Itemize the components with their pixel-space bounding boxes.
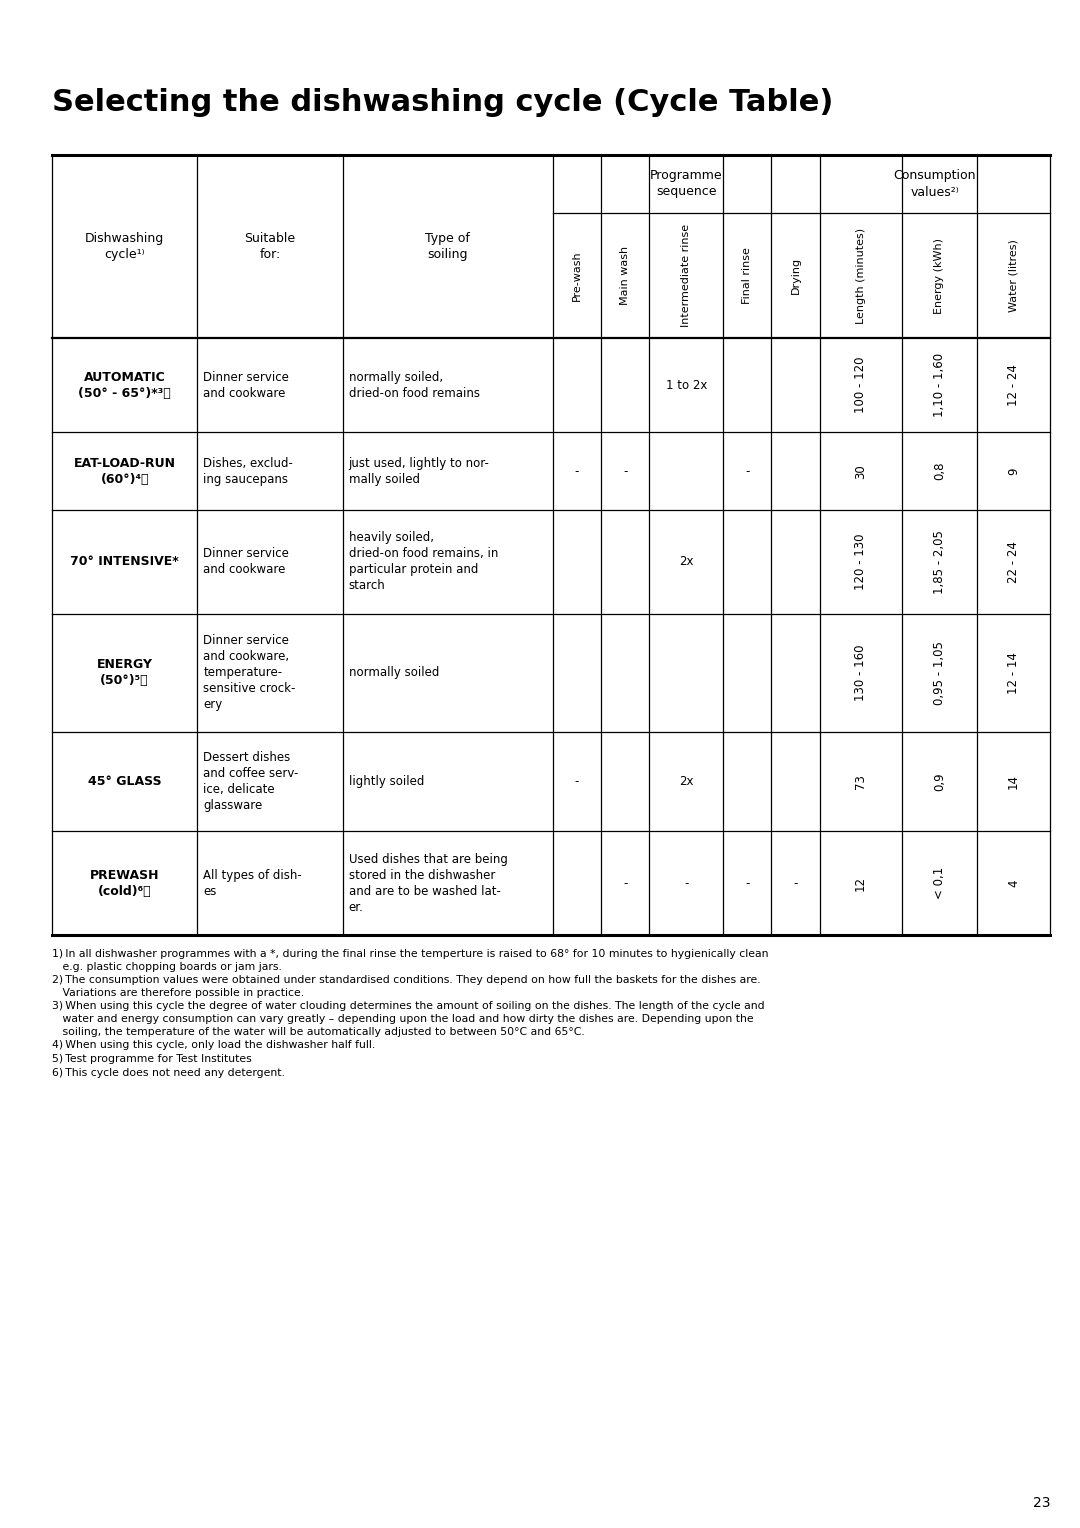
Text: 2x: 2x [679, 555, 693, 568]
Text: 23: 23 [1032, 1496, 1050, 1510]
Text: Dishes, exclud-
ing saucepans: Dishes, exclud- ing saucepans [203, 457, 293, 486]
Text: 2) The consumption values were obtained under standardised conditions. They depe: 2) The consumption values were obtained … [52, 975, 760, 998]
Text: -: - [623, 465, 627, 478]
Text: All types of dish-
es: All types of dish- es [203, 868, 302, 897]
Text: 12 - 14: 12 - 14 [1007, 652, 1020, 694]
Text: Intermediate rinse: Intermediate rinse [681, 225, 691, 327]
Text: 0,8: 0,8 [933, 461, 946, 480]
Text: 1 to 2x: 1 to 2x [665, 379, 707, 391]
Text: 22 - 24: 22 - 24 [1007, 541, 1020, 582]
Text: Programme
sequence: Programme sequence [650, 170, 723, 199]
Text: 0,95 - 1,05: 0,95 - 1,05 [933, 640, 946, 704]
Text: heavily soiled,
dried-on food remains, in
particular protein and
starch: heavily soiled, dried-on food remains, i… [349, 532, 498, 593]
Text: -: - [794, 877, 798, 889]
Text: 45° GLASS: 45° GLASS [87, 775, 161, 788]
Text: 3) When using this cycle the degree of water clouding determines the amount of s: 3) When using this cycle the degree of w… [52, 1001, 765, 1038]
Text: Suitable
for:: Suitable for: [244, 232, 296, 261]
Text: Selecting the dishwashing cycle (Cycle Table): Selecting the dishwashing cycle (Cycle T… [52, 89, 834, 118]
Text: 100 - 120: 100 - 120 [854, 358, 867, 414]
Text: 120 - 130: 120 - 130 [854, 533, 867, 590]
Text: normally soiled,
dried-on food remains: normally soiled, dried-on food remains [349, 371, 480, 400]
Text: AUTOMATIC
(50° - 65°)*³⧠: AUTOMATIC (50° - 65°)*³⧠ [78, 371, 171, 400]
Text: Dessert dishes
and coffee serv-
ice, delicate
glassware: Dessert dishes and coffee serv- ice, del… [203, 750, 299, 811]
Text: Length (minutes): Length (minutes) [855, 228, 866, 324]
Text: normally soiled: normally soiled [349, 666, 438, 680]
Text: -: - [623, 877, 627, 889]
Text: Final rinse: Final rinse [742, 248, 753, 304]
Text: 12: 12 [854, 876, 867, 891]
Text: lightly soiled: lightly soiled [349, 775, 424, 788]
Text: 9: 9 [1007, 468, 1020, 475]
Text: 4: 4 [1007, 879, 1020, 886]
Text: 130 - 160: 130 - 160 [854, 645, 867, 701]
Text: -: - [684, 877, 688, 889]
Text: Energy (kWh): Energy (kWh) [934, 237, 944, 313]
Text: Drying: Drying [791, 257, 800, 293]
Text: 4) When using this cycle, only load the dishwasher half full.: 4) When using this cycle, only load the … [52, 1039, 375, 1050]
Text: 14: 14 [1007, 775, 1020, 788]
Text: 1) In all dishwasher programmes with a *, during the final rinse the temperture : 1) In all dishwasher programmes with a *… [52, 949, 769, 972]
Text: -: - [745, 877, 750, 889]
Text: 1,85 - 2,05: 1,85 - 2,05 [933, 530, 946, 594]
Text: 30: 30 [854, 465, 867, 478]
Text: -: - [575, 775, 579, 788]
Text: 2x: 2x [679, 775, 693, 788]
Text: 0,9: 0,9 [933, 772, 946, 792]
Text: Water (litres): Water (litres) [1009, 238, 1018, 312]
Text: 6) This cycle does not need any detergent.: 6) This cycle does not need any detergen… [52, 1068, 285, 1077]
Text: Main wash: Main wash [620, 246, 630, 306]
Text: Used dishes that are being
stored in the dishwasher
and are to be washed lat-
er: Used dishes that are being stored in the… [349, 853, 508, 914]
Text: 12 - 24: 12 - 24 [1007, 364, 1020, 406]
Text: PREWASH
(cold)⁶⧠: PREWASH (cold)⁶⧠ [90, 868, 160, 897]
Text: < 0,1: < 0,1 [933, 866, 946, 898]
Text: Dinner service
and cookware,
temperature-
sensitive crock-
ery: Dinner service and cookware, temperature… [203, 634, 296, 712]
Text: Type of
soiling: Type of soiling [426, 232, 470, 261]
Text: EAT-LOAD-RUN
(60°)⁴⧠: EAT-LOAD-RUN (60°)⁴⧠ [73, 457, 176, 486]
Text: -: - [745, 465, 750, 478]
Text: just used, lightly to nor-
mally soiled: just used, lightly to nor- mally soiled [349, 457, 489, 486]
Text: 73: 73 [854, 775, 867, 788]
Text: Dinner service
and cookware: Dinner service and cookware [203, 547, 289, 576]
Text: Dishwashing
cycle¹⁾: Dishwashing cycle¹⁾ [85, 232, 164, 261]
Text: ENERGY
(50°)⁵⧠: ENERGY (50°)⁵⧠ [96, 659, 152, 688]
Text: Dinner service
and cookware: Dinner service and cookware [203, 371, 289, 400]
Text: 70° INTENSIVE*: 70° INTENSIVE* [70, 555, 179, 568]
Text: 5) Test programme for Test Institutes: 5) Test programme for Test Institutes [52, 1054, 252, 1063]
Text: -: - [575, 465, 579, 478]
Text: Pre-wash: Pre-wash [572, 251, 582, 301]
Text: Consumption
values²⁾: Consumption values²⁾ [893, 170, 976, 199]
Text: 1,10 - 1,60: 1,10 - 1,60 [933, 353, 946, 417]
